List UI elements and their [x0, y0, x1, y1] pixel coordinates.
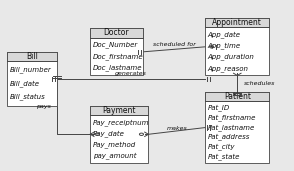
Text: Bill: Bill	[26, 52, 38, 61]
Text: App_date: App_date	[208, 31, 240, 38]
Text: Appointment: Appointment	[212, 18, 262, 27]
Bar	[90, 106, 148, 115]
Text: scheduled for: scheduled for	[153, 42, 196, 47]
Text: generates: generates	[115, 71, 147, 76]
Text: Doc_firstname: Doc_firstname	[93, 53, 143, 60]
Text: Pay_date: Pay_date	[93, 130, 124, 137]
Text: Pat_city: Pat_city	[208, 143, 235, 150]
Text: Pat_lastname: Pat_lastname	[208, 124, 255, 131]
Text: Pat_address: Pat_address	[208, 134, 250, 141]
Bar	[7, 52, 57, 106]
Text: pay_amount: pay_amount	[93, 152, 136, 159]
Text: App_reason: App_reason	[208, 65, 248, 71]
Text: Bill_date: Bill_date	[9, 80, 40, 87]
Text: Doctor: Doctor	[103, 28, 129, 37]
Text: Pat_state: Pat_state	[208, 153, 240, 160]
Text: schedules: schedules	[244, 81, 275, 86]
Text: Pat_ID: Pat_ID	[208, 104, 230, 111]
Text: Bill_number: Bill_number	[9, 67, 51, 73]
Text: Bill_status: Bill_status	[9, 94, 45, 100]
Text: makes: makes	[166, 126, 187, 131]
Bar	[205, 92, 269, 101]
Bar	[205, 92, 269, 163]
Text: Payment: Payment	[103, 106, 136, 115]
Text: Pay_method: Pay_method	[93, 141, 136, 148]
Text: Doc_lastname: Doc_lastname	[93, 64, 142, 71]
Bar	[7, 52, 57, 61]
Text: Patient: Patient	[224, 92, 251, 101]
Text: App_duration: App_duration	[208, 54, 254, 60]
Bar	[205, 18, 269, 28]
Text: Pay_receiptnum: Pay_receiptnum	[93, 119, 149, 126]
Bar	[205, 18, 269, 75]
Bar	[90, 106, 148, 163]
Bar	[90, 28, 143, 38]
Text: App_time: App_time	[208, 42, 241, 49]
Text: pays: pays	[36, 104, 51, 109]
Text: Pat_firstname: Pat_firstname	[208, 114, 256, 121]
Text: Doc_Number: Doc_Number	[93, 42, 138, 48]
Bar	[90, 28, 143, 75]
